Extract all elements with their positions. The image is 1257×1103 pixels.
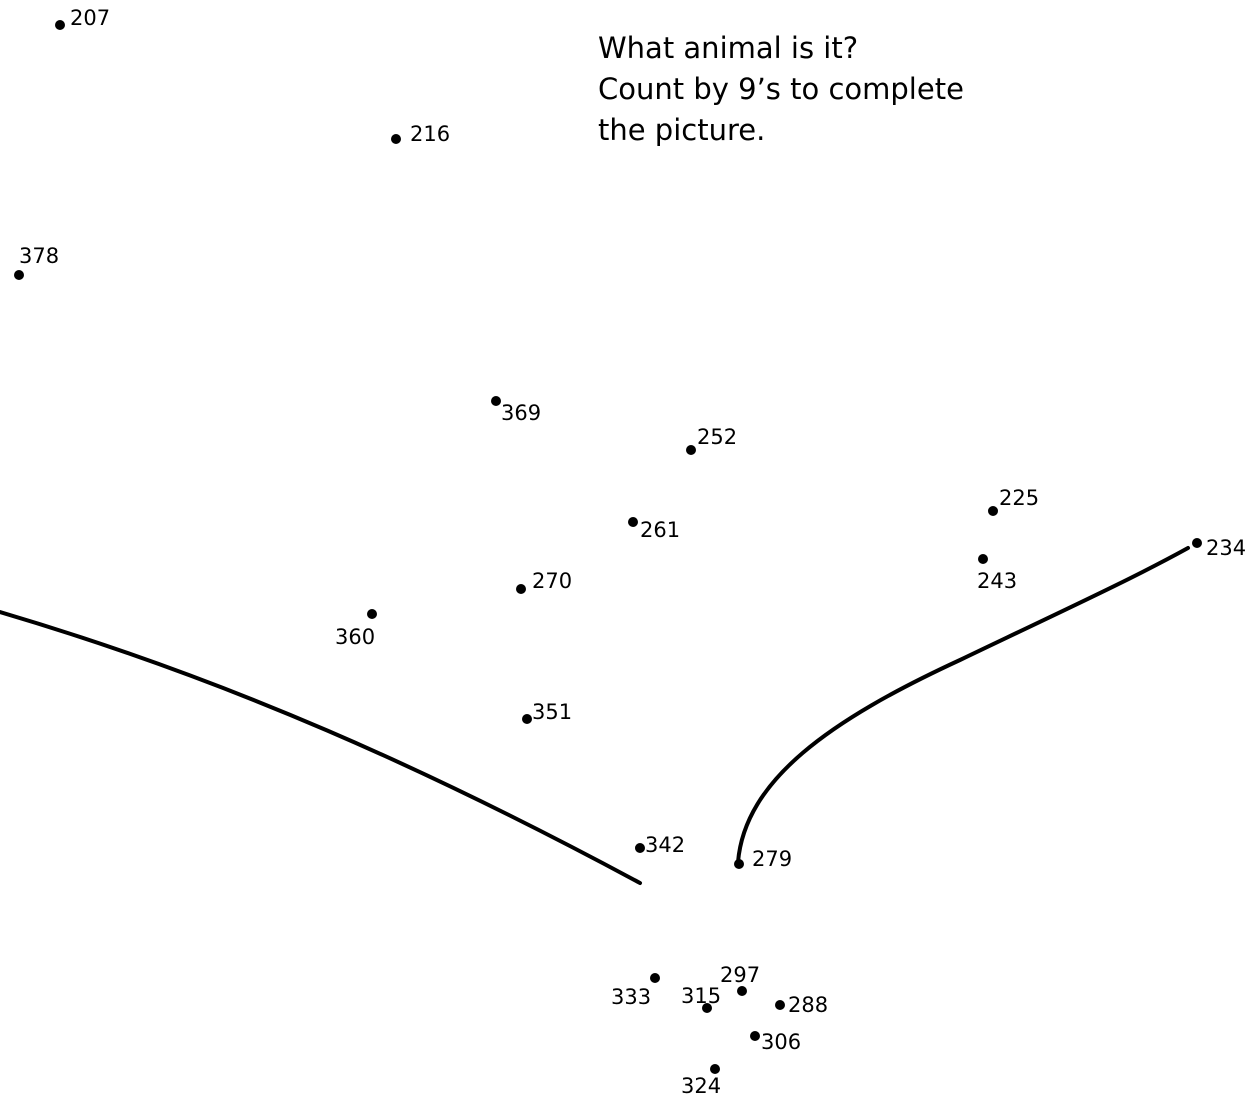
- dot-label: 333: [611, 985, 651, 1009]
- dot-378[interactable]: 378: [14, 244, 59, 280]
- dot-288[interactable]: 288: [775, 993, 828, 1017]
- dot-333[interactable]: 333: [611, 973, 660, 1009]
- dot-label: 315: [681, 984, 721, 1008]
- instructions-text: What animal is it? Count by 9’s to compl…: [598, 28, 964, 151]
- dot-marker[interactable]: [737, 986, 747, 996]
- dot-marker[interactable]: [1192, 538, 1202, 548]
- dot-marker[interactable]: [978, 554, 988, 564]
- dot-marker[interactable]: [522, 714, 532, 724]
- dot-label: 216: [410, 122, 450, 146]
- dot-marker[interactable]: [650, 973, 660, 983]
- numbered-dots: 207 216 225 234 243 252 261 270 279 288 297 306 315 3…: [14, 6, 1246, 1098]
- dot-label: 306: [761, 1030, 801, 1054]
- instructions-line-2: Count by 9’s to complete: [598, 72, 964, 106]
- dot-marker[interactable]: [14, 270, 24, 280]
- dot-369[interactable]: 369: [491, 396, 541, 425]
- left-outline-curve: [0, 610, 642, 885]
- dot-306[interactable]: 306: [750, 1030, 801, 1054]
- dot-marker[interactable]: [55, 20, 65, 30]
- dot-marker[interactable]: [988, 506, 998, 516]
- right-outline-curve: [736, 546, 1190, 864]
- dot-297[interactable]: 297: [720, 963, 760, 996]
- dot-label: 270: [532, 569, 572, 593]
- dot-279[interactable]: 279: [734, 847, 792, 871]
- dot-label: 207: [70, 6, 110, 30]
- dot-marker[interactable]: [775, 1000, 785, 1010]
- dot-label: 225: [999, 486, 1039, 510]
- dot-315[interactable]: 315: [681, 984, 721, 1013]
- dot-234[interactable]: 234: [1192, 536, 1246, 560]
- dot-label: 324: [681, 1074, 721, 1098]
- dot-marker[interactable]: [491, 396, 501, 406]
- dot-label: 297: [720, 963, 760, 987]
- dot-label: 351: [532, 700, 572, 724]
- dot-label: 369: [501, 401, 541, 425]
- dot-351[interactable]: 351: [522, 700, 572, 724]
- dot-270[interactable]: 270: [516, 569, 572, 594]
- dot-label: 378: [19, 244, 59, 268]
- dot-324[interactable]: 324: [681, 1064, 721, 1098]
- dot-marker[interactable]: [734, 859, 744, 869]
- dot-marker[interactable]: [367, 609, 377, 619]
- dot-225[interactable]: 225: [988, 486, 1039, 516]
- dot-marker[interactable]: [635, 843, 645, 853]
- dot-marker[interactable]: [710, 1064, 720, 1074]
- dot-207[interactable]: 207: [55, 6, 110, 30]
- dot-marker[interactable]: [516, 584, 526, 594]
- dot-252[interactable]: 252: [686, 425, 737, 455]
- dot-marker[interactable]: [702, 1003, 712, 1013]
- dot-243[interactable]: 243: [977, 554, 1017, 593]
- dot-360[interactable]: 360: [335, 609, 377, 649]
- instructions-line-3: the picture.: [598, 113, 766, 147]
- dot-label: 252: [697, 425, 737, 449]
- dot-342[interactable]: 342: [635, 833, 685, 857]
- dot-label: 342: [645, 833, 685, 857]
- dot-label: 360: [335, 625, 375, 649]
- dot-label: 261: [640, 518, 680, 542]
- dot-216[interactable]: 216: [391, 122, 450, 146]
- dot-marker[interactable]: [686, 445, 696, 455]
- dot-label: 234: [1206, 536, 1246, 560]
- dot-label: 243: [977, 569, 1017, 593]
- instructions-question: What animal is it?: [598, 31, 859, 65]
- dot-261[interactable]: 261: [628, 517, 680, 542]
- dot-marker[interactable]: [628, 517, 638, 527]
- dot-marker[interactable]: [750, 1031, 760, 1041]
- dot-marker[interactable]: [391, 134, 401, 144]
- dot-label: 288: [788, 993, 828, 1017]
- dot-label: 279: [752, 847, 792, 871]
